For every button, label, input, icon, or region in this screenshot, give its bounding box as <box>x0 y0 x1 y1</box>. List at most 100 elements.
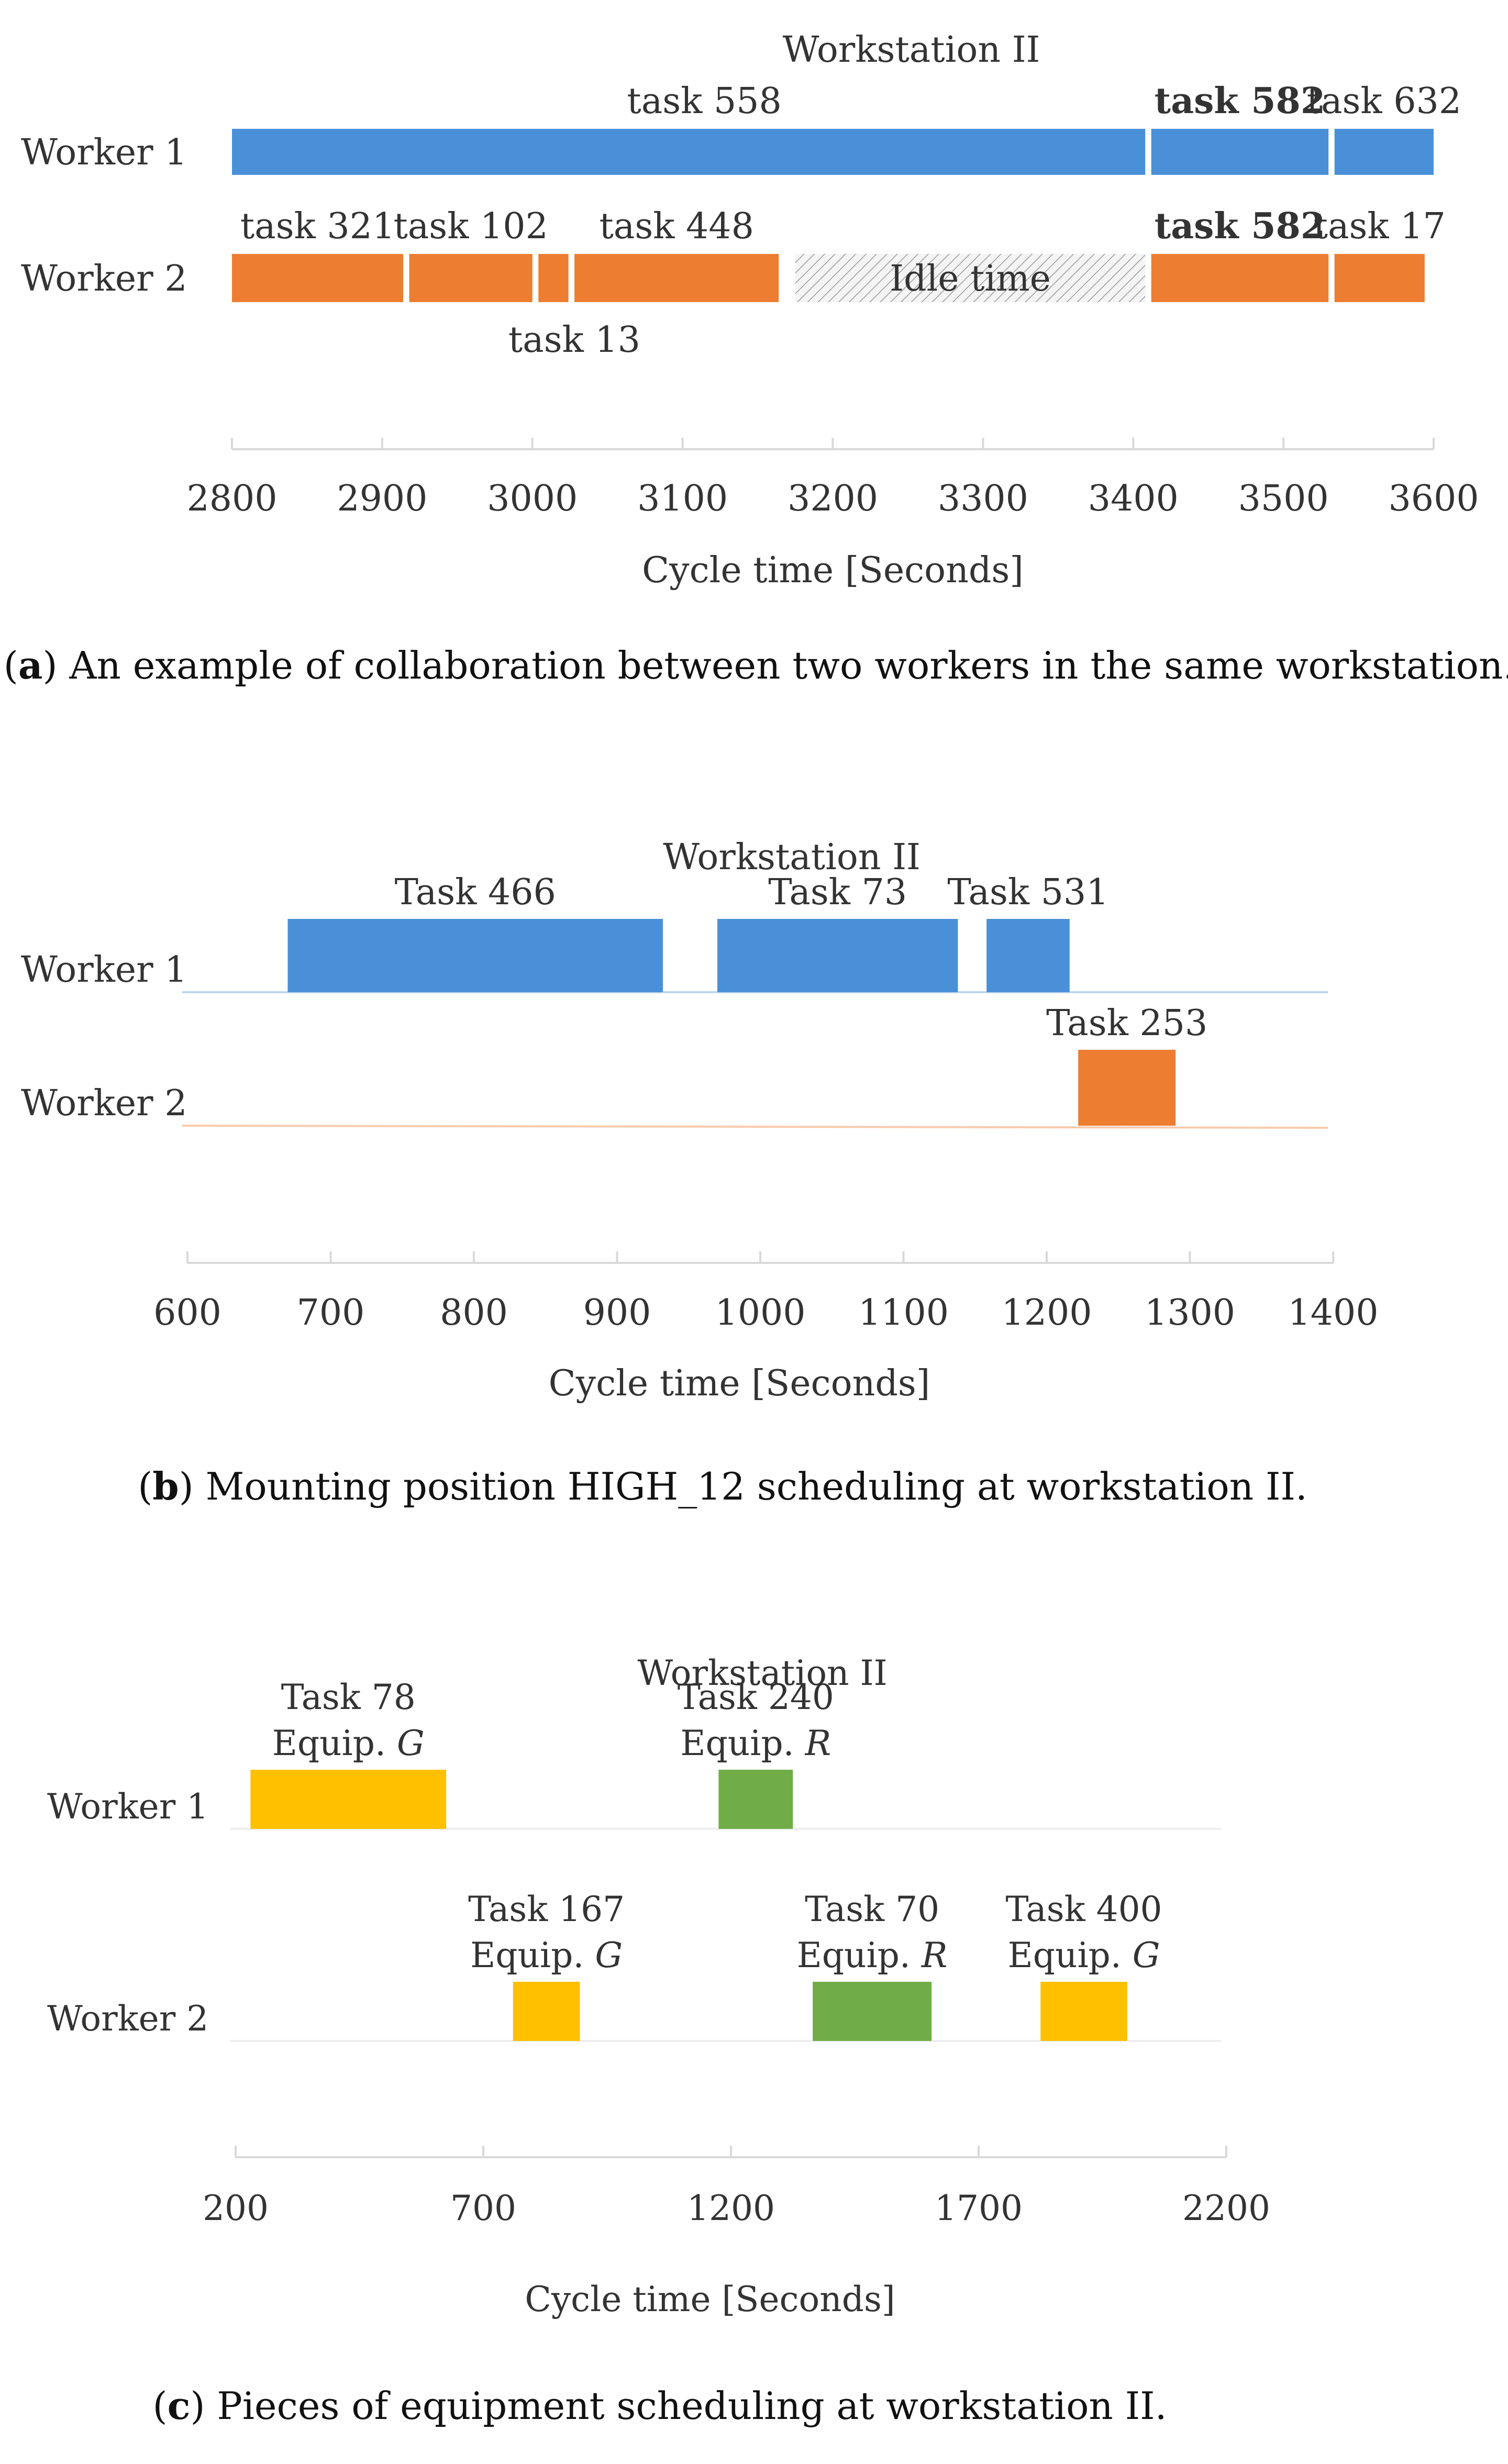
task-bar <box>717 919 958 992</box>
x-tick-label: 600 <box>153 1292 221 1334</box>
task-bar <box>574 254 779 302</box>
task-label: Task 70 <box>805 1889 939 1929</box>
figure-caption: (a) An example of collaboration between … <box>4 643 1508 687</box>
x-tick-label: 200 <box>203 2188 269 2228</box>
x-tick-label: 700 <box>297 1292 365 1334</box>
task-bar <box>1151 129 1329 175</box>
equip-letter: R <box>805 1723 831 1763</box>
chart-title: Workstation II <box>637 1653 887 1693</box>
x-tick-label: 3200 <box>788 478 878 519</box>
x-tick-label: 1000 <box>715 1292 805 1334</box>
x-tick-label: 700 <box>450 2188 516 2228</box>
task-bar <box>1078 1050 1176 1126</box>
task-bar <box>287 919 663 992</box>
figure-caption: (c) Pieces of equipment scheduling at wo… <box>153 2383 1167 2428</box>
row-label-worker-2: Worker 2 <box>21 258 187 299</box>
x-tick-label: 1200 <box>687 2188 775 2228</box>
caption-letter: b <box>152 1464 179 1508</box>
equip-letter: G <box>1133 1935 1160 1975</box>
row-label-worker-1: Worker 1 <box>21 132 187 173</box>
task-bar <box>250 1770 447 1829</box>
equip-label: Equip. R <box>797 1935 948 1975</box>
task-label: Task 400 <box>1005 1889 1162 1929</box>
equip-label: Equip. G <box>272 1723 425 1763</box>
caption-letter: c <box>168 2383 191 2428</box>
task-label: task 448 <box>599 206 753 247</box>
task-bar <box>232 254 404 302</box>
figure-caption: (b) Mounting position HIGH_12 scheduling… <box>138 1464 1307 1508</box>
x-tick-label: 3600 <box>1388 478 1479 519</box>
x-tick-label: 3100 <box>637 478 728 519</box>
x-tick-label: 2200 <box>1182 2188 1270 2228</box>
x-tick-label: 3300 <box>938 478 1028 519</box>
caption-paren-close: ) <box>43 643 58 687</box>
task-bar <box>409 254 533 302</box>
caption-paren-close: ) <box>179 1464 194 1508</box>
x-tick-label: 2900 <box>337 478 427 519</box>
task-label: task 102 <box>393 206 548 247</box>
equip-letter: G <box>397 1723 425 1763</box>
caption-paren-close: ) <box>190 2384 205 2428</box>
task-bar <box>1040 1982 1127 2041</box>
x-axis-label: Cycle time [Seconds] <box>642 550 1024 591</box>
task-label: Task 167 <box>468 1889 625 1929</box>
task-label: task 321 <box>240 206 395 247</box>
chart-title: Workstation II <box>663 837 921 878</box>
caption-paren-open: ( <box>4 643 18 687</box>
equip-label: Equip. G <box>470 1935 623 1975</box>
x-tick-label: 1700 <box>935 2188 1023 2228</box>
x-axis-label: Cycle time [Seconds] <box>549 1363 930 1404</box>
task-label: Task 240 <box>678 1677 834 1717</box>
task-label: task 632 <box>1307 81 1461 122</box>
task-label: task 13 <box>508 319 640 361</box>
task-label: task 582 <box>1155 205 1326 247</box>
equip-letter: G <box>595 1935 623 1975</box>
task-bar <box>1151 254 1329 302</box>
task-bar <box>813 1982 932 2041</box>
caption-paren-open: ( <box>153 2384 168 2428</box>
task-bar <box>1334 129 1434 175</box>
caption-text: Mounting position HIGH_12 scheduling at … <box>194 1464 1307 1508</box>
x-tick-label: 3400 <box>1088 478 1179 519</box>
task-label: task 558 <box>627 81 781 122</box>
task-bar <box>232 129 1146 175</box>
task-bar <box>986 919 1070 992</box>
row-label-worker-1: Worker 1 <box>21 949 187 991</box>
task-bar <box>538 254 569 302</box>
x-tick-label: 900 <box>583 1292 651 1334</box>
task-bar <box>718 1770 793 1829</box>
x-tick-label: 1300 <box>1145 1292 1235 1334</box>
x-tick-label: 3500 <box>1238 478 1329 519</box>
x-axis-label: Cycle time [Seconds] <box>525 2279 895 2319</box>
equip-prefix: Equip. <box>272 1723 397 1763</box>
row-label-worker-1: Worker 1 <box>47 1786 208 1827</box>
idle-label: Idle time <box>890 258 1051 299</box>
task-label: task 582 <box>1155 80 1326 122</box>
task-bar <box>513 1982 580 2041</box>
equip-label: Equip. G <box>1008 1935 1160 1975</box>
equip-prefix: Equip. <box>797 1935 922 1975</box>
row-guide-line <box>182 1125 1328 1129</box>
equip-prefix: Equip. <box>470 1935 595 1975</box>
equip-prefix: Equip. <box>1008 1935 1133 1975</box>
row-label-worker-2: Worker 2 <box>47 1999 208 2039</box>
task-label: Task 73 <box>768 872 907 913</box>
x-tick-label: 1200 <box>1001 1292 1092 1334</box>
x-tick-label: 1100 <box>858 1292 949 1334</box>
x-tick-label: 2800 <box>186 478 277 519</box>
equip-prefix: Equip. <box>680 1723 805 1763</box>
idle-block <box>795 254 1146 302</box>
x-tick-label: 800 <box>440 1292 508 1334</box>
x-tick-label: 3000 <box>487 478 578 519</box>
caption-paren-open: ( <box>138 1464 152 1508</box>
x-tick-label: 1400 <box>1288 1292 1378 1334</box>
equip-letter: R <box>921 1935 948 1975</box>
task-label: Task 253 <box>1046 1003 1207 1044</box>
task-label: task 17 <box>1314 206 1446 247</box>
caption-text: An example of collaboration between two … <box>58 643 1508 687</box>
task-bar <box>1334 254 1425 302</box>
task-label: Task 78 <box>281 1677 416 1717</box>
row-label-worker-2: Worker 2 <box>21 1083 187 1124</box>
caption-text: Pieces of equipment scheduling at workst… <box>205 2384 1167 2428</box>
